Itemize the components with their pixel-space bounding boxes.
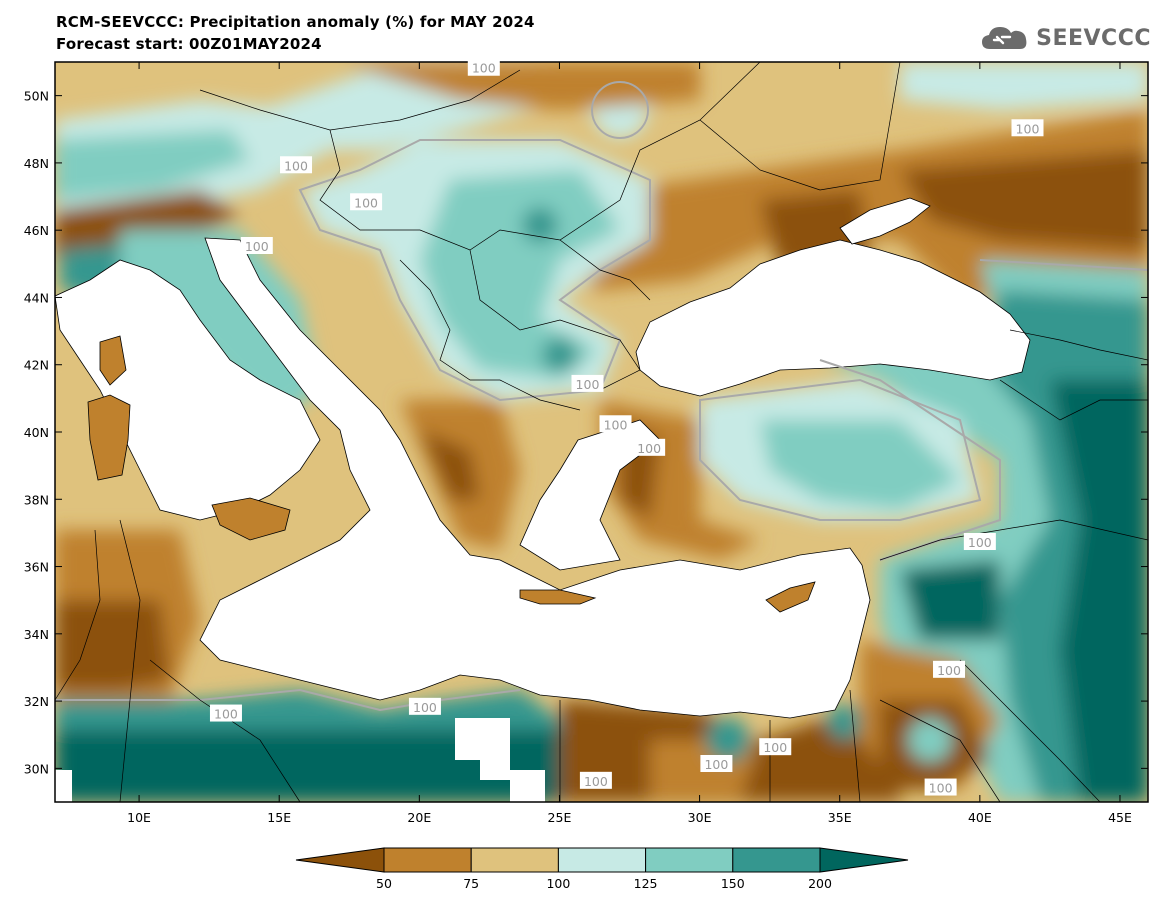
lat-tick-label: 34N <box>24 627 49 642</box>
colorbar-label: 100 <box>546 876 570 891</box>
contour-label-bg <box>924 778 957 796</box>
colorbar-label: 75 <box>463 876 479 891</box>
colorbar-label: 125 <box>634 876 658 891</box>
lon-tick-label: 30E <box>688 810 712 825</box>
contour-label: 100 <box>763 740 787 755</box>
lon-tick-label: 40E <box>968 810 992 825</box>
contour-label: 100 <box>245 239 269 254</box>
contour-label: 100 <box>637 441 661 456</box>
forecast-start: Forecast start: 00Z01MAY2024 <box>56 35 322 53</box>
contour-label-bg <box>209 704 242 722</box>
contour-label: 100 <box>354 195 378 210</box>
contour-label: 100 <box>472 61 496 76</box>
lat-tick-label: 42N <box>24 358 49 373</box>
colorbar: 50 75 100 125 150 200 <box>295 847 909 891</box>
colorbar-segment <box>557 847 647 873</box>
contour-label-bg <box>408 697 441 715</box>
seevccc-logo: SEEVCCC <box>980 22 1151 54</box>
lat-tick-label: 50N <box>24 89 49 104</box>
lat-tick-label: 46N <box>24 223 49 238</box>
lat-tick-label: 44N <box>24 290 49 305</box>
lon-tick-label: 20E <box>407 810 431 825</box>
contour-labels: 100 100 100 100 100 100 100 100 100 100 100 100 100 1… <box>209 58 1044 796</box>
lat-tick-label: 40N <box>24 425 49 440</box>
axis-ticks: 10E 15E 20E 25E 30E 35E 40E 45E 30N 32N 34N 36N 38N 4… <box>24 62 1148 825</box>
contour-label-bg <box>240 237 273 254</box>
contour-label: 100 <box>1016 121 1040 136</box>
colorbar-high-arrow <box>819 847 909 873</box>
lon-tick-label: 45E <box>1108 810 1132 825</box>
contour-label-bg <box>759 738 792 756</box>
contour-label-bg <box>700 755 733 772</box>
contour-label: 100 <box>704 757 728 772</box>
contour-label-bg <box>633 438 666 456</box>
contour-label-bg <box>350 193 383 211</box>
cloud-icon <box>982 27 1027 49</box>
lon-tick-label: 10E <box>127 810 151 825</box>
colorbar-label: 200 <box>808 876 832 891</box>
lon-tick-label: 35E <box>828 810 852 825</box>
lat-tick-label: 30N <box>24 761 49 776</box>
islands <box>55 335 816 802</box>
colorbar-label: 50 <box>376 876 392 891</box>
contour-label-bg <box>579 771 612 789</box>
contour-label: 100 <box>929 781 953 796</box>
contour-label-bg <box>1011 119 1044 137</box>
lat-tick-label: 32N <box>24 694 49 709</box>
country-borders <box>54 61 1149 803</box>
lon-tick-label: 25E <box>548 810 572 825</box>
contour-label: 100 <box>214 707 238 722</box>
contour-label-bg <box>599 415 632 433</box>
colorbar-segment <box>732 847 821 873</box>
contour-label-bg <box>933 660 966 678</box>
colorbar-segment <box>470 847 559 873</box>
contour-label: 100 <box>576 377 600 392</box>
lon-tick-label: 15E <box>267 810 291 825</box>
colorbar-segment <box>645 847 734 873</box>
contour-label-bg <box>571 374 604 392</box>
contour-label: 100 <box>413 700 437 715</box>
contour-label: 100 <box>584 774 608 789</box>
colorbar-label: 150 <box>721 876 745 891</box>
contour-label-bg <box>963 533 996 550</box>
contour-label: 100 <box>284 158 308 173</box>
logo-text: SEEVCCC <box>1036 25 1151 51</box>
contour-label: 100 <box>937 663 961 678</box>
sea-mask <box>54 197 1031 719</box>
map-title: RCM-SEEVCCC: Precipitation anomaly (%) f… <box>56 13 535 31</box>
colorbar-segment <box>383 847 472 873</box>
contour-label-bg <box>280 156 313 174</box>
contour-label: 100 <box>604 417 628 432</box>
contour-label-bg <box>467 58 500 76</box>
colorbar-low-arrow <box>295 847 385 873</box>
lat-tick-label: 36N <box>24 560 49 575</box>
contour-label: 100 <box>968 535 992 550</box>
lat-tick-label: 48N <box>24 156 49 171</box>
lat-tick-label: 38N <box>24 492 49 507</box>
